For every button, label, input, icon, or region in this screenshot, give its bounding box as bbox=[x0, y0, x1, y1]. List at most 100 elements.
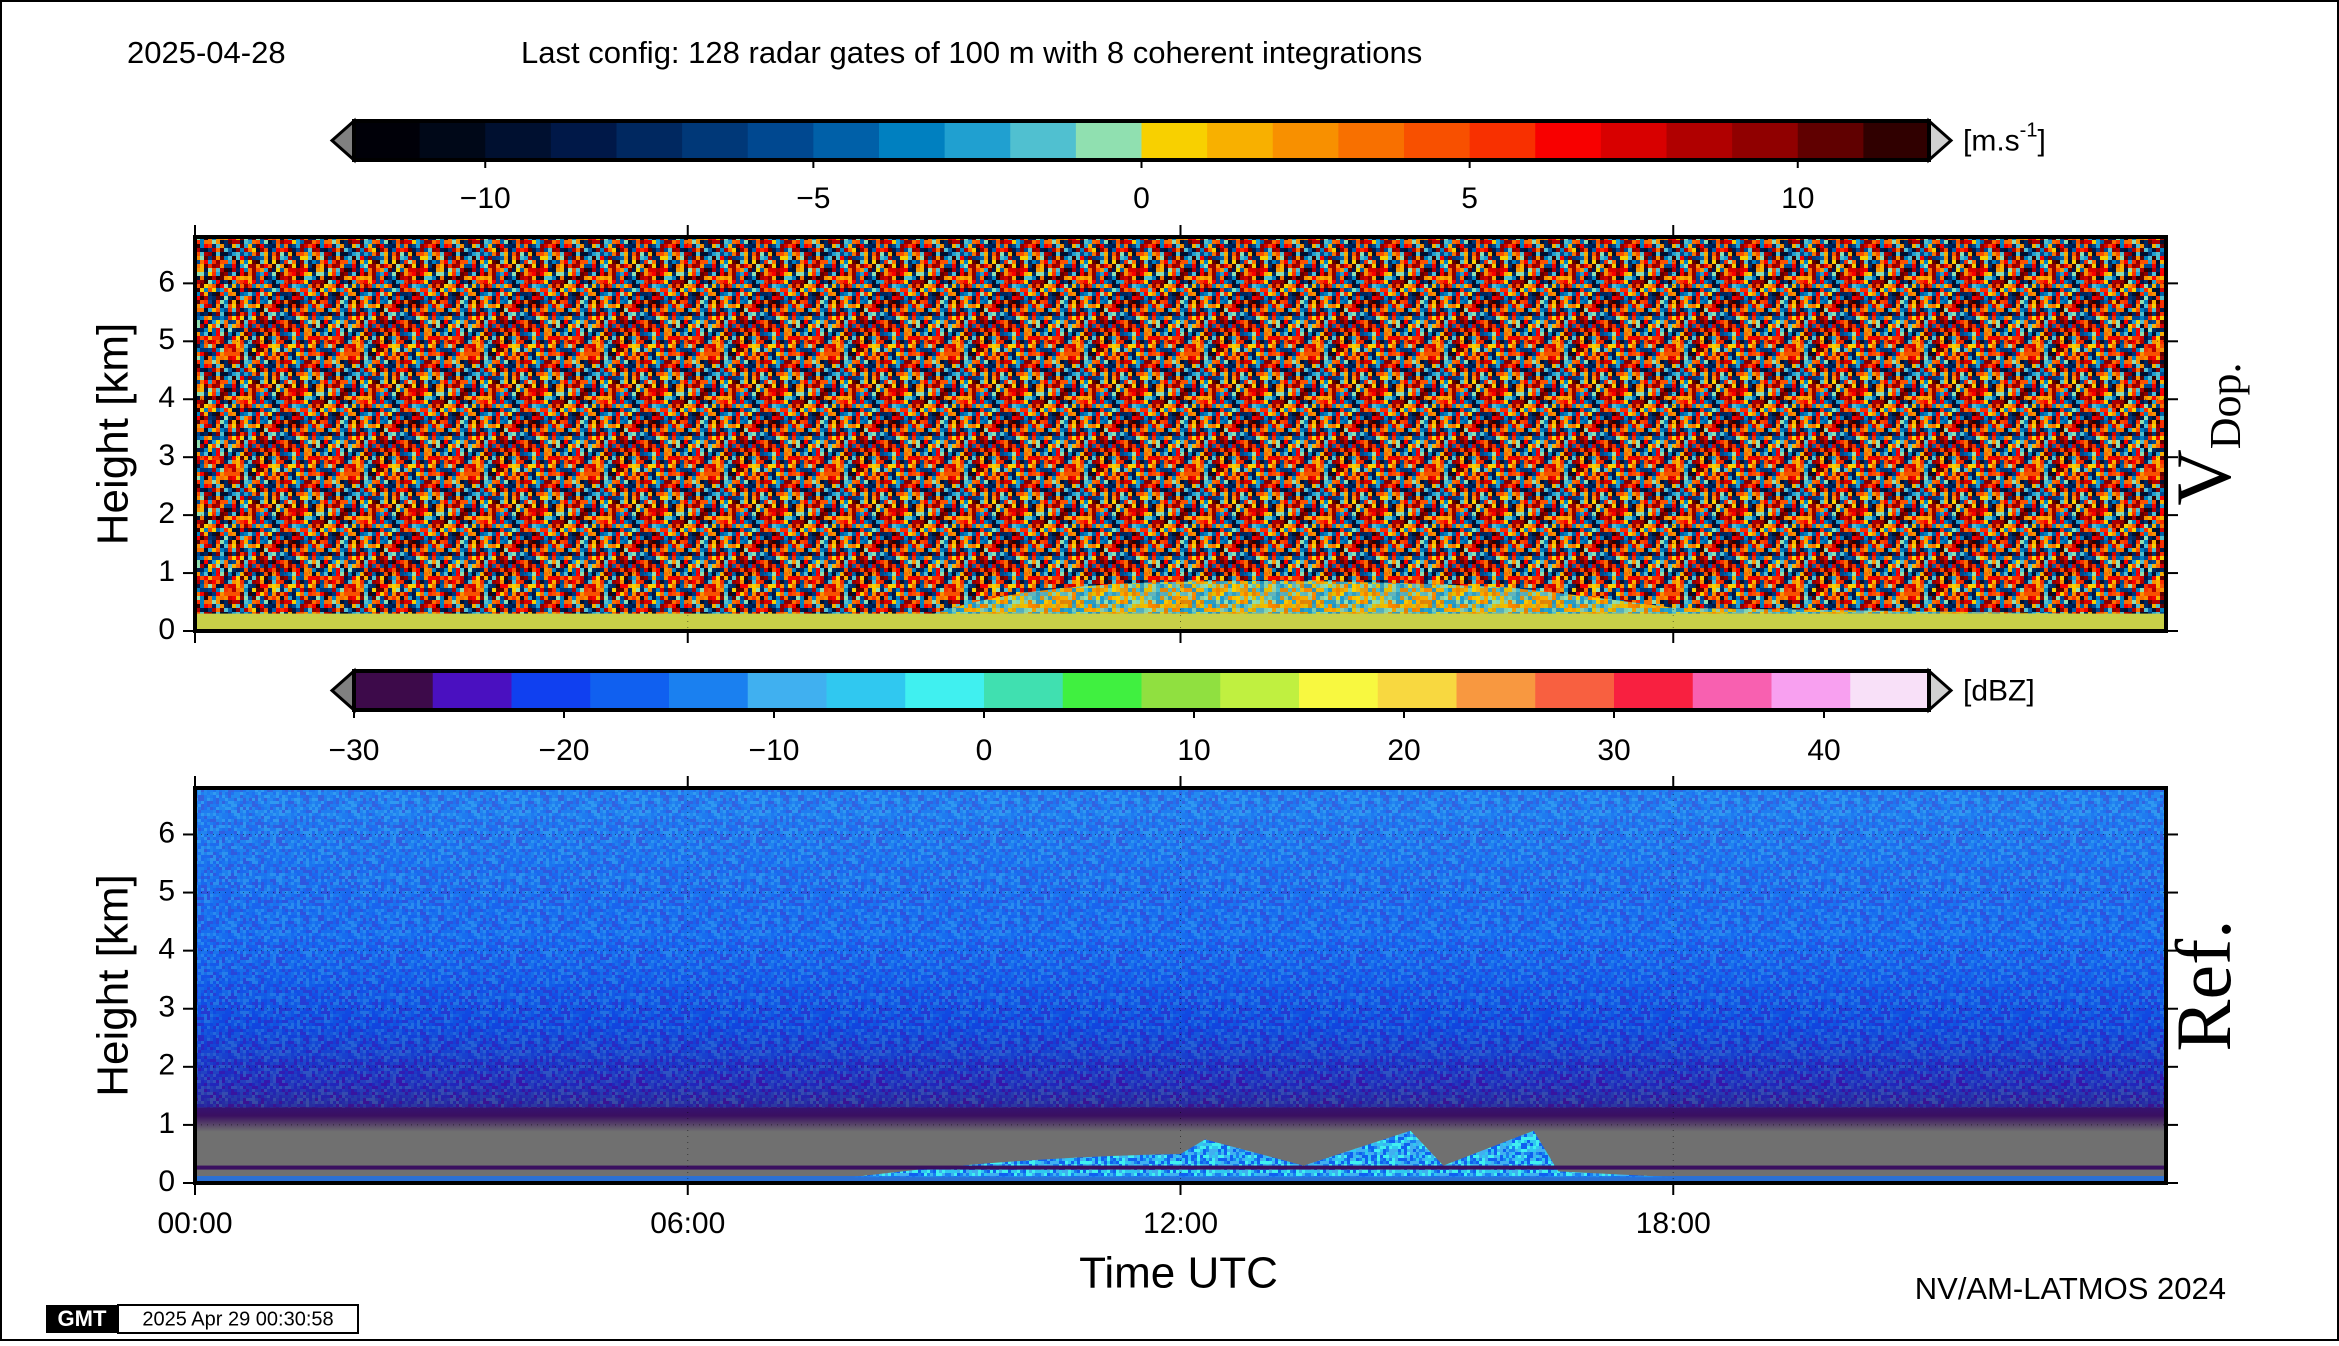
x-tick-label: 18:00 bbox=[1636, 1207, 1711, 1240]
colorbar-bin bbox=[1456, 671, 1536, 710]
date: 2025-04-28 bbox=[127, 35, 286, 70]
y-axis-label: Height [km] bbox=[89, 874, 138, 1097]
colorbar-tick-label: −30 bbox=[329, 734, 380, 767]
timestamp-box bbox=[117, 1304, 359, 1334]
colorbar-bin bbox=[1535, 671, 1615, 710]
colorbar-bin bbox=[1850, 671, 1930, 710]
colorbar-unit-part: -1 bbox=[2020, 120, 2038, 142]
colorbar-bin bbox=[1220, 671, 1300, 710]
colorbar-bin bbox=[432, 671, 512, 710]
colorbar-tick-label: 30 bbox=[1597, 734, 1630, 767]
colorbar-bin bbox=[1207, 121, 1274, 160]
colorbar-unit: [m.s-1] bbox=[1963, 120, 2046, 158]
heatmap-field bbox=[195, 788, 2166, 1108]
colorbar-bin bbox=[1338, 121, 1405, 160]
colorbar-tick-label: −10 bbox=[460, 182, 511, 215]
colorbar-tick-label: 0 bbox=[1133, 182, 1150, 215]
colorbar-unit-part: ] bbox=[2037, 124, 2045, 157]
timestamp: 2025 Apr 29 00:30:58 bbox=[142, 1308, 333, 1330]
y-tick-label: 1 bbox=[158, 555, 175, 588]
colorbar-bin bbox=[419, 121, 486, 160]
panel-label: Ref. bbox=[2160, 919, 2247, 1051]
colorbar-bin bbox=[550, 121, 617, 160]
panel-label-sub: Dop. bbox=[2201, 362, 2250, 449]
colorbar-frame bbox=[352, 669, 1931, 712]
colorbar-bin bbox=[905, 671, 985, 710]
y-axis-label: Height [km] bbox=[89, 323, 138, 546]
colorbar-tick-label: −20 bbox=[539, 734, 590, 767]
y-tick-label: 6 bbox=[158, 816, 175, 849]
logo-box bbox=[46, 1305, 118, 1333]
colorbar-tick-label: 10 bbox=[1177, 734, 1210, 767]
colorbar-bin bbox=[747, 671, 827, 710]
colorbar-bin bbox=[1863, 121, 1930, 160]
panel-label: VDop. bbox=[2160, 362, 2250, 505]
credit: NV/AM-LATMOS 2024 bbox=[1915, 1271, 2226, 1306]
heatmap-field bbox=[195, 613, 2166, 631]
colorbar-unit: [dBZ] bbox=[1963, 674, 2035, 707]
colorbar-bin bbox=[1404, 121, 1471, 160]
colorbar-unit-part: [dBZ] bbox=[1963, 674, 2035, 707]
colorbar-bin bbox=[1141, 671, 1221, 710]
plot-frame bbox=[193, 786, 2168, 1185]
colorbar-bin bbox=[813, 121, 880, 160]
y-tick-label: 2 bbox=[158, 497, 175, 530]
logo: GMT bbox=[58, 1306, 107, 1331]
y-tick-label: 4 bbox=[158, 933, 175, 966]
plot-frame bbox=[193, 235, 2168, 633]
y-tick-label: 0 bbox=[158, 1165, 175, 1198]
colorbar-bin bbox=[1469, 121, 1536, 160]
colorbar-bin bbox=[682, 121, 749, 160]
colorbar-bin bbox=[1666, 121, 1733, 160]
y-tick-label: 5 bbox=[158, 323, 175, 356]
y-tick-label: 6 bbox=[158, 265, 175, 298]
colorbar-bin bbox=[1075, 121, 1142, 160]
y-tick-label: 2 bbox=[158, 1049, 175, 1082]
colorbar-tick-label: 40 bbox=[1807, 734, 1840, 767]
panel-label-main: V bbox=[2160, 449, 2247, 505]
colorbar-bin bbox=[1771, 671, 1851, 710]
config-title: Last config: 128 radar gates of 100 m wi… bbox=[521, 35, 1422, 70]
colorbar-tick-label: −10 bbox=[749, 734, 800, 767]
heatmap-field bbox=[195, 237, 2166, 631]
y-tick-label: 3 bbox=[158, 439, 175, 472]
colorbar-bin bbox=[1600, 121, 1667, 160]
colorbar-bin bbox=[1299, 671, 1379, 710]
colorbar-bin bbox=[879, 121, 946, 160]
colorbar-bin bbox=[1141, 121, 1208, 160]
colorbar-bin bbox=[1010, 121, 1077, 160]
x-tick-label: 12:00 bbox=[1143, 1207, 1218, 1240]
colorbar-bin bbox=[511, 671, 591, 710]
colorbar-bin bbox=[354, 671, 434, 710]
heatmap-field bbox=[195, 1176, 2166, 1183]
heatmap-field bbox=[934, 581, 2084, 614]
colorbar-bin bbox=[944, 121, 1011, 160]
colorbar-bin bbox=[1692, 671, 1772, 710]
colorbar-tick-label: 10 bbox=[1781, 182, 1814, 215]
y-tick-label: 0 bbox=[158, 613, 175, 646]
panel-label-main: Ref. bbox=[2160, 919, 2247, 1051]
colorbar-bin bbox=[616, 121, 683, 160]
colorbar-tick-label: 0 bbox=[976, 734, 993, 767]
colorbar-bin bbox=[826, 671, 906, 710]
colorbar-unit-part: [m.s bbox=[1963, 124, 2020, 157]
colorbar-bin bbox=[590, 671, 670, 710]
x-tick-label: 00:00 bbox=[157, 1207, 232, 1240]
colorbar-tick-label: 5 bbox=[1461, 182, 1478, 215]
x-tick-label: 06:00 bbox=[650, 1207, 725, 1240]
colorbar-bin bbox=[354, 121, 421, 160]
colorbar-bin bbox=[1377, 671, 1457, 710]
colorbar-bin bbox=[1062, 671, 1142, 710]
y-tick-label: 3 bbox=[158, 991, 175, 1024]
colorbar-bin bbox=[669, 671, 749, 710]
colorbar-bin bbox=[1272, 121, 1339, 160]
x-axis-label: Time UTC bbox=[1079, 1249, 1278, 1298]
colorbar-bin bbox=[1535, 121, 1602, 160]
colorbar-tick-label: −5 bbox=[796, 182, 830, 215]
colorbar-bin bbox=[1732, 121, 1799, 160]
colorbar-tick-label: 20 bbox=[1387, 734, 1420, 767]
colorbar-bin bbox=[1614, 671, 1694, 710]
y-tick-label: 1 bbox=[158, 1107, 175, 1140]
y-tick-label: 4 bbox=[158, 381, 175, 414]
